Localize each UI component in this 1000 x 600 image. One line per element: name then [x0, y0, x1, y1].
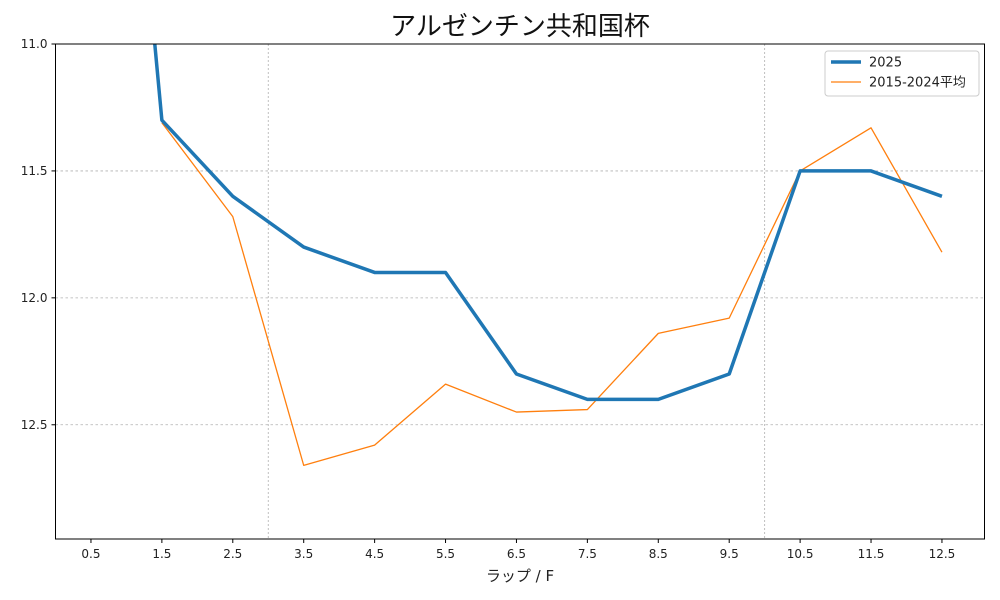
x-tick-label: 2.5 — [223, 547, 242, 561]
x-tick-label: 0.5 — [81, 547, 100, 561]
chart-title: アルゼンチン共和国杯 — [390, 12, 650, 42]
legend-label-2015-2024-average: 2015-2024平均 — [869, 76, 966, 91]
series-line-2025 — [153, 43, 943, 402]
series-group — [153, 43, 943, 467]
x-tick-label: 4.5 — [365, 547, 384, 561]
x-tick-label: 9.5 — [720, 547, 739, 561]
x-tick-label: 8.5 — [649, 547, 668, 561]
plot-frame — [55, 43, 985, 540]
reference-lines — [267, 44, 766, 539]
legend: 2025 2015-2024平均 — [824, 50, 980, 97]
x-tick-label: 7.5 — [578, 547, 597, 561]
x-axis-ticks: 0.5 1.5 2.5 3.5 4.5 5.5 6.5 7.5 8.5 9.5 10.5 11.5 12… — [81, 539, 955, 561]
x-tick-label: 1.5 — [152, 547, 171, 561]
x-tick-label: 12.5 — [929, 547, 956, 561]
series-line-2015-2024-average — [161, 122, 943, 467]
legend-label-2025: 2025 — [869, 56, 902, 71]
x-axis-label: ラップ / F — [486, 567, 554, 585]
y-tick-label: 12.5 — [21, 418, 48, 432]
x-tick-label: 3.5 — [294, 547, 313, 561]
y-tick-label: 12.0 — [21, 291, 48, 305]
y-tick-label: 11.5 — [21, 164, 48, 178]
x-tick-label: 6.5 — [507, 547, 526, 561]
x-tick-label: 5.5 — [436, 547, 455, 561]
grid — [55, 43, 985, 426]
x-tick-label: 10.5 — [787, 547, 814, 561]
y-tick-label: 11.0 — [21, 37, 48, 51]
x-tick-label: 11.5 — [858, 547, 885, 561]
y-axis-ticks: 11.0 11.5 12.0 12.5 — [21, 37, 56, 432]
legend-box — [824, 50, 980, 97]
